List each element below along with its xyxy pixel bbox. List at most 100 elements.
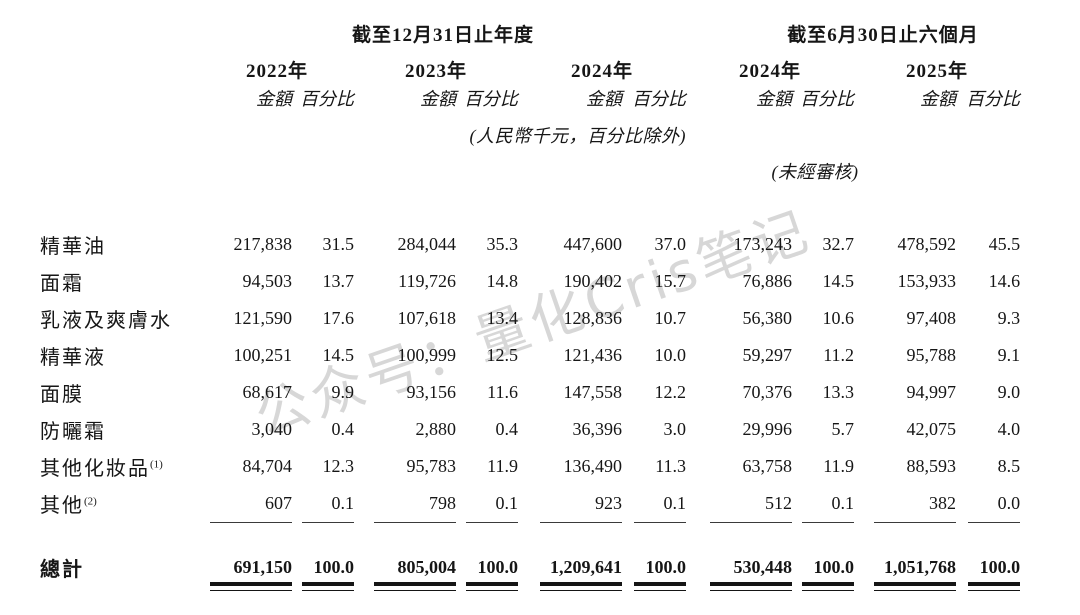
- cell-amount: 107,618: [397, 308, 457, 328]
- cell-percent: 12.2: [654, 382, 687, 402]
- column-underline: [854, 522, 957, 534]
- cell-percent: 3.0: [663, 419, 687, 439]
- cell-amount: 29,996: [742, 419, 793, 439]
- amount-header: 金額: [920, 89, 957, 109]
- cell-amount: 217,838: [233, 234, 293, 254]
- cell-amount: 121,590: [233, 308, 293, 328]
- cell-amount: 119,726: [398, 271, 456, 291]
- cell-amount: 173,243: [733, 234, 793, 254]
- cell-amount: 84,704: [242, 456, 293, 476]
- row-label: 精華油: [40, 236, 106, 258]
- cell-amount: 447,600: [563, 234, 623, 254]
- amount-header: 金額: [586, 89, 622, 109]
- cell-percent: 37.0: [654, 234, 687, 254]
- cell-amount: 798: [429, 493, 456, 513]
- empty-cell: [686, 112, 1020, 148]
- table-row: 面膜 68,617 9.9 93,156 11.6 147,558 12.2 70,376 13…: [40, 374, 1020, 411]
- unit-note: (人民幣千元，百分比除外): [469, 126, 687, 146]
- row-label: 面膜: [40, 384, 84, 406]
- cell-percent: 10.7: [654, 308, 687, 328]
- cell-percent: 13.7: [322, 271, 355, 291]
- cell-percent: 9.3: [997, 308, 1021, 328]
- cell-percent: 13.4: [486, 308, 519, 328]
- cell-percent: 9.1: [997, 345, 1021, 365]
- table-row: 乳液及爽膚水 121,590 17.6 107,618 13.4 128,836 10.7 5…: [40, 300, 1020, 337]
- cell-amount: 478,592: [897, 234, 957, 254]
- cell-amount: 70,376: [742, 382, 793, 402]
- unaudited-note-row: (未經審核): [40, 148, 1020, 184]
- column-underline: [354, 522, 456, 534]
- cell-percent: 32.7: [822, 234, 855, 254]
- cell-percent: 11.2: [823, 345, 855, 365]
- column-underline: [792, 522, 855, 534]
- spacer-row: [40, 534, 1020, 552]
- row-label: 乳液及爽膚水: [40, 310, 172, 332]
- cell-percent: 45.5: [988, 234, 1021, 254]
- cell-percent: 8.5: [997, 456, 1021, 476]
- total-double-underline: [956, 582, 1021, 600]
- cell-amount: 121,436: [563, 345, 623, 365]
- group-header-interim: 截至6月30日止六個月: [787, 24, 979, 46]
- cell-amount: 136,490: [563, 456, 623, 476]
- year-header-2023: 2023年: [404, 60, 467, 82]
- cell-percent: 0.1: [831, 493, 855, 513]
- cell-amount: 128,836: [563, 308, 623, 328]
- cell-percent: 0.0: [997, 493, 1021, 513]
- cell-amount: 94,503: [242, 271, 293, 291]
- cell-percent: 0.1: [495, 493, 519, 513]
- cell-amount: 153,933: [897, 271, 957, 291]
- empty-cell: [40, 84, 200, 112]
- table-header: 截至12月31日止年度 截至6月30日止六個月 2022年 2023年 2024…: [40, 12, 1020, 226]
- total-amount: 1,051,768: [884, 556, 957, 577]
- unaudited-note: (未經審核): [771, 162, 859, 182]
- empty-cell: [40, 534, 1020, 552]
- total-amount: 530,448: [733, 556, 793, 577]
- total-percent: 100.0: [813, 556, 855, 577]
- cell-amount: 95,783: [406, 456, 457, 476]
- total-double-underline: [200, 582, 292, 600]
- year-header-row: 2022年 2023年 2024年 2024年 2025年: [40, 54, 1020, 84]
- total-percent: 100.0: [313, 556, 355, 577]
- cell-amount: 95,788: [906, 345, 957, 365]
- column-underline: [200, 522, 292, 534]
- unit-note-row: (人民幣千元，百分比除外): [40, 112, 1020, 148]
- row-label: 其他(2): [40, 495, 97, 517]
- cell-amount: 94,997: [906, 382, 957, 402]
- cell-amount: 147,558: [563, 382, 623, 402]
- footnote-marker: (1): [150, 458, 163, 471]
- cell-amount: 97,408: [906, 308, 957, 328]
- cell-amount: 2,880: [415, 419, 457, 439]
- percent-header: 百分比: [300, 89, 354, 109]
- table-row: 其他(2) 607 0.1 798 0.1 923 0.1 512 0.1 382 0.0: [40, 485, 1020, 522]
- cell-amount: 36,396: [572, 419, 623, 439]
- column-underline: [686, 522, 793, 534]
- cell-percent: 10.6: [822, 308, 855, 328]
- cell-amount: 923: [595, 493, 622, 513]
- table-row: 防曬霜 3,040 0.4 2,880 0.4 36,396 3.0 29,996 5.7 42,…: [40, 411, 1020, 448]
- amount-header: 金額: [420, 89, 456, 109]
- group-header-annual: 截至12月31日止年度: [352, 24, 535, 46]
- cell-percent: 4.0: [997, 419, 1021, 439]
- cell-amount: 42,075: [906, 419, 957, 439]
- cell-percent: 5.7: [831, 419, 855, 439]
- cell-amount: 76,886: [742, 271, 793, 291]
- total-amount: 805,004: [397, 556, 457, 577]
- total-double-underline: [792, 582, 855, 600]
- cell-amount: 100,251: [233, 345, 293, 365]
- column-underline: [956, 522, 1021, 534]
- cell-percent: 0.4: [331, 419, 355, 439]
- cell-amount: 59,297: [742, 345, 793, 365]
- row-label: 精華液: [40, 347, 106, 369]
- column-underline: [622, 522, 687, 534]
- cell-percent: 11.9: [487, 456, 518, 476]
- total-amount: 691,150: [233, 556, 293, 577]
- total-percent: 100.0: [645, 556, 687, 577]
- empty-cell: [40, 582, 200, 600]
- row-label: 其他化妝品(1): [40, 458, 163, 480]
- cell-amount: 607: [265, 493, 292, 513]
- column-underline: [292, 522, 354, 534]
- year-header-2024-interim: 2024年: [739, 60, 802, 82]
- cell-percent: 17.6: [322, 308, 355, 328]
- cell-amount: 284,044: [397, 234, 457, 254]
